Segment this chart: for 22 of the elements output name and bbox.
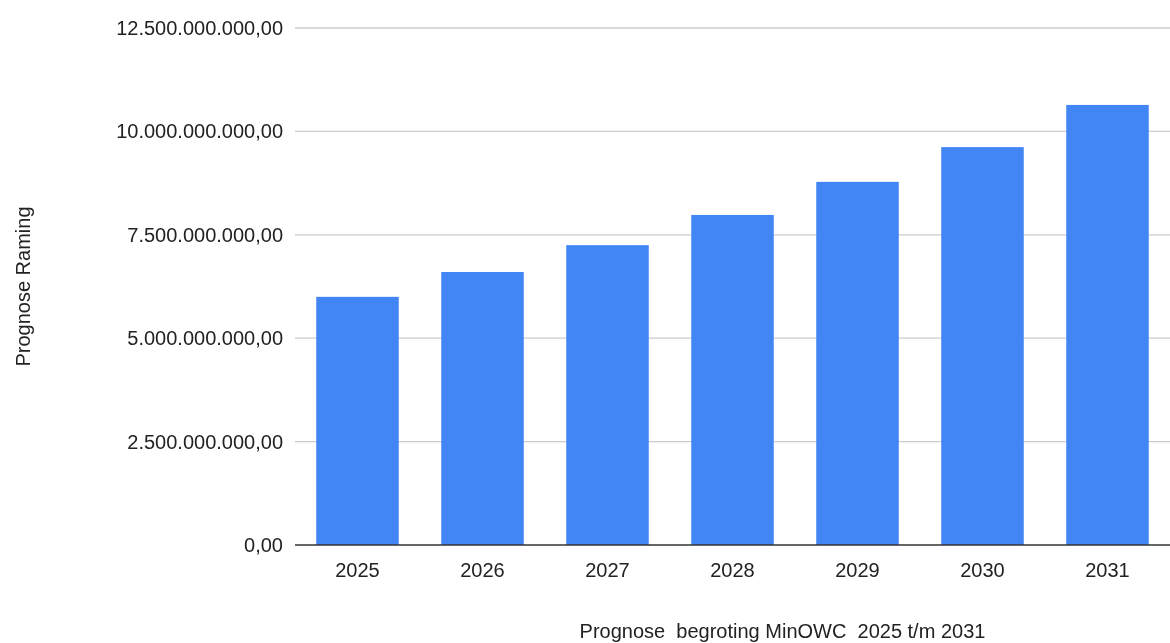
x-tick-label: 2027: [585, 559, 630, 581]
y-tick-label: 12.500.000.000,00: [116, 17, 283, 39]
x-tick-label: 2029: [835, 559, 880, 581]
bar: [316, 296, 399, 545]
y-tick-label: 2.500.000.000,00: [127, 430, 283, 453]
x-tick-label: 2025: [335, 559, 380, 581]
y-tick-label: 5.000.000.000,00: [127, 327, 283, 350]
x-tick-label: 2026: [460, 559, 505, 581]
bar: [816, 181, 899, 545]
x-tick-label: 2030: [960, 559, 1005, 581]
bar: [941, 147, 1024, 545]
bar: [441, 272, 524, 545]
y-tick-label: 0,00: [244, 534, 283, 556]
y-tick-label: 7.500.000.000,00: [127, 223, 283, 246]
bar: [1066, 104, 1149, 545]
y-tick-label: 10.000.000.000,00: [116, 120, 283, 143]
x-axis-title: Prognose begroting MinOWC 2025 t/m 2031: [579, 620, 986, 642]
bar: [566, 245, 649, 545]
bar: [691, 214, 774, 545]
x-tick-label: 2028: [710, 559, 755, 581]
x-tick-label: 2031: [1085, 559, 1130, 581]
y-axis-title: Prognose Raming: [12, 206, 34, 367]
